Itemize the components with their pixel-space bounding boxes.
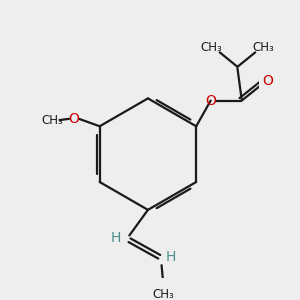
Text: H: H xyxy=(111,230,121,244)
Text: CH₃: CH₃ xyxy=(201,40,222,53)
Text: CH₃: CH₃ xyxy=(153,288,175,300)
Text: O: O xyxy=(205,94,216,108)
Text: O: O xyxy=(69,112,80,126)
Text: CH₃: CH₃ xyxy=(253,40,274,53)
Text: O: O xyxy=(262,74,273,88)
Text: H: H xyxy=(166,250,176,264)
Text: CH₃: CH₃ xyxy=(42,114,64,128)
